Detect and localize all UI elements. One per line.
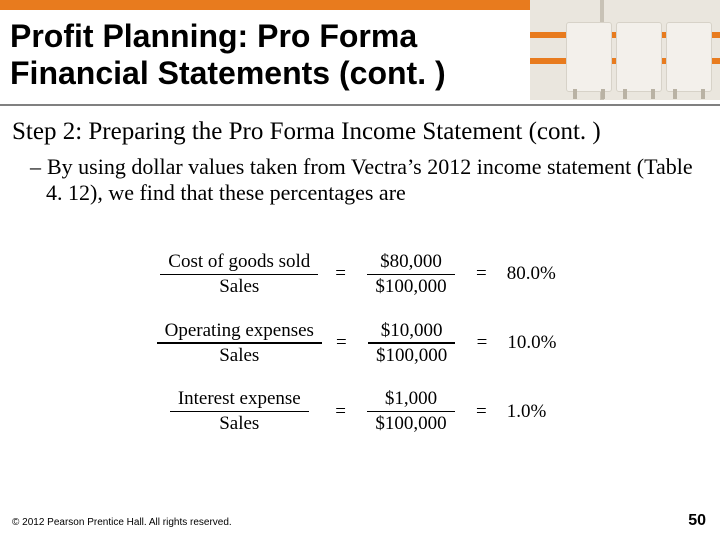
bullet-text: By using dollar values taken from Vectra…: [46, 154, 693, 205]
equals-sign: =: [466, 401, 497, 423]
copyright-text: © 2012 Pearson Prentice Hall. All rights…: [12, 517, 232, 528]
fraction-mid: $80,000 $100,000: [367, 250, 454, 299]
equation-result: 10.0%: [497, 332, 567, 354]
fraction-denominator: $100,000: [367, 275, 454, 299]
header-underline: [0, 104, 720, 106]
fraction-numerator: $1,000: [377, 387, 445, 411]
fraction-denominator: $100,000: [367, 412, 454, 436]
equals-sign: =: [326, 332, 357, 354]
fraction-lhs: Interest expense Sales: [170, 387, 309, 436]
slide-header: Profit Planning: Pro Forma Financial Sta…: [0, 0, 720, 106]
fraction-numerator: Operating expenses: [157, 319, 322, 343]
equals-sign: =: [325, 401, 356, 423]
equals-sign: =: [466, 263, 497, 285]
equations-block: Cost of goods sold Sales = $80,000 $100,…: [0, 250, 720, 456]
fraction-numerator: Interest expense: [170, 387, 309, 411]
fraction-denominator: Sales: [211, 412, 267, 436]
decor-chair: [566, 22, 612, 92]
step-heading: Step 2: Preparing the Pro Forma Income S…: [12, 118, 708, 146]
fraction-lhs: Operating expenses Sales: [157, 319, 322, 368]
fraction-numerator: $80,000: [372, 250, 450, 274]
bullet-dash-icon: –: [30, 154, 47, 179]
decor-chair: [616, 22, 662, 92]
equation-result: 1.0%: [497, 401, 567, 423]
header-decorative-image: [530, 0, 720, 100]
fraction-mid: $1,000 $100,000: [367, 387, 454, 436]
fraction-numerator: Cost of goods sold: [160, 250, 318, 274]
page-number: 50: [688, 512, 706, 530]
decor-chair: [666, 22, 712, 92]
equals-sign: =: [325, 263, 356, 285]
fraction-numerator: $10,000: [373, 319, 451, 343]
fraction-lhs: Cost of goods sold Sales: [160, 250, 318, 299]
fraction-denominator: Sales: [211, 344, 267, 368]
fraction-denominator: $100,000: [368, 344, 455, 368]
equation-result: 80.0%: [497, 263, 567, 285]
equation-row: Interest expense Sales = $1,000 $100,000…: [0, 387, 720, 436]
equals-sign: =: [467, 332, 498, 354]
equation-row: Cost of goods sold Sales = $80,000 $100,…: [0, 250, 720, 299]
equation-row: Operating expenses Sales = $10,000 $100,…: [0, 319, 720, 368]
fraction-mid: $10,000 $100,000: [368, 319, 455, 368]
slide-body: Step 2: Preparing the Pro Forma Income S…: [12, 118, 708, 207]
slide-title: Profit Planning: Pro Forma Financial Sta…: [10, 18, 520, 92]
fraction-denominator: Sales: [211, 275, 267, 299]
bullet-item: –By using dollar values taken from Vectr…: [46, 154, 708, 207]
